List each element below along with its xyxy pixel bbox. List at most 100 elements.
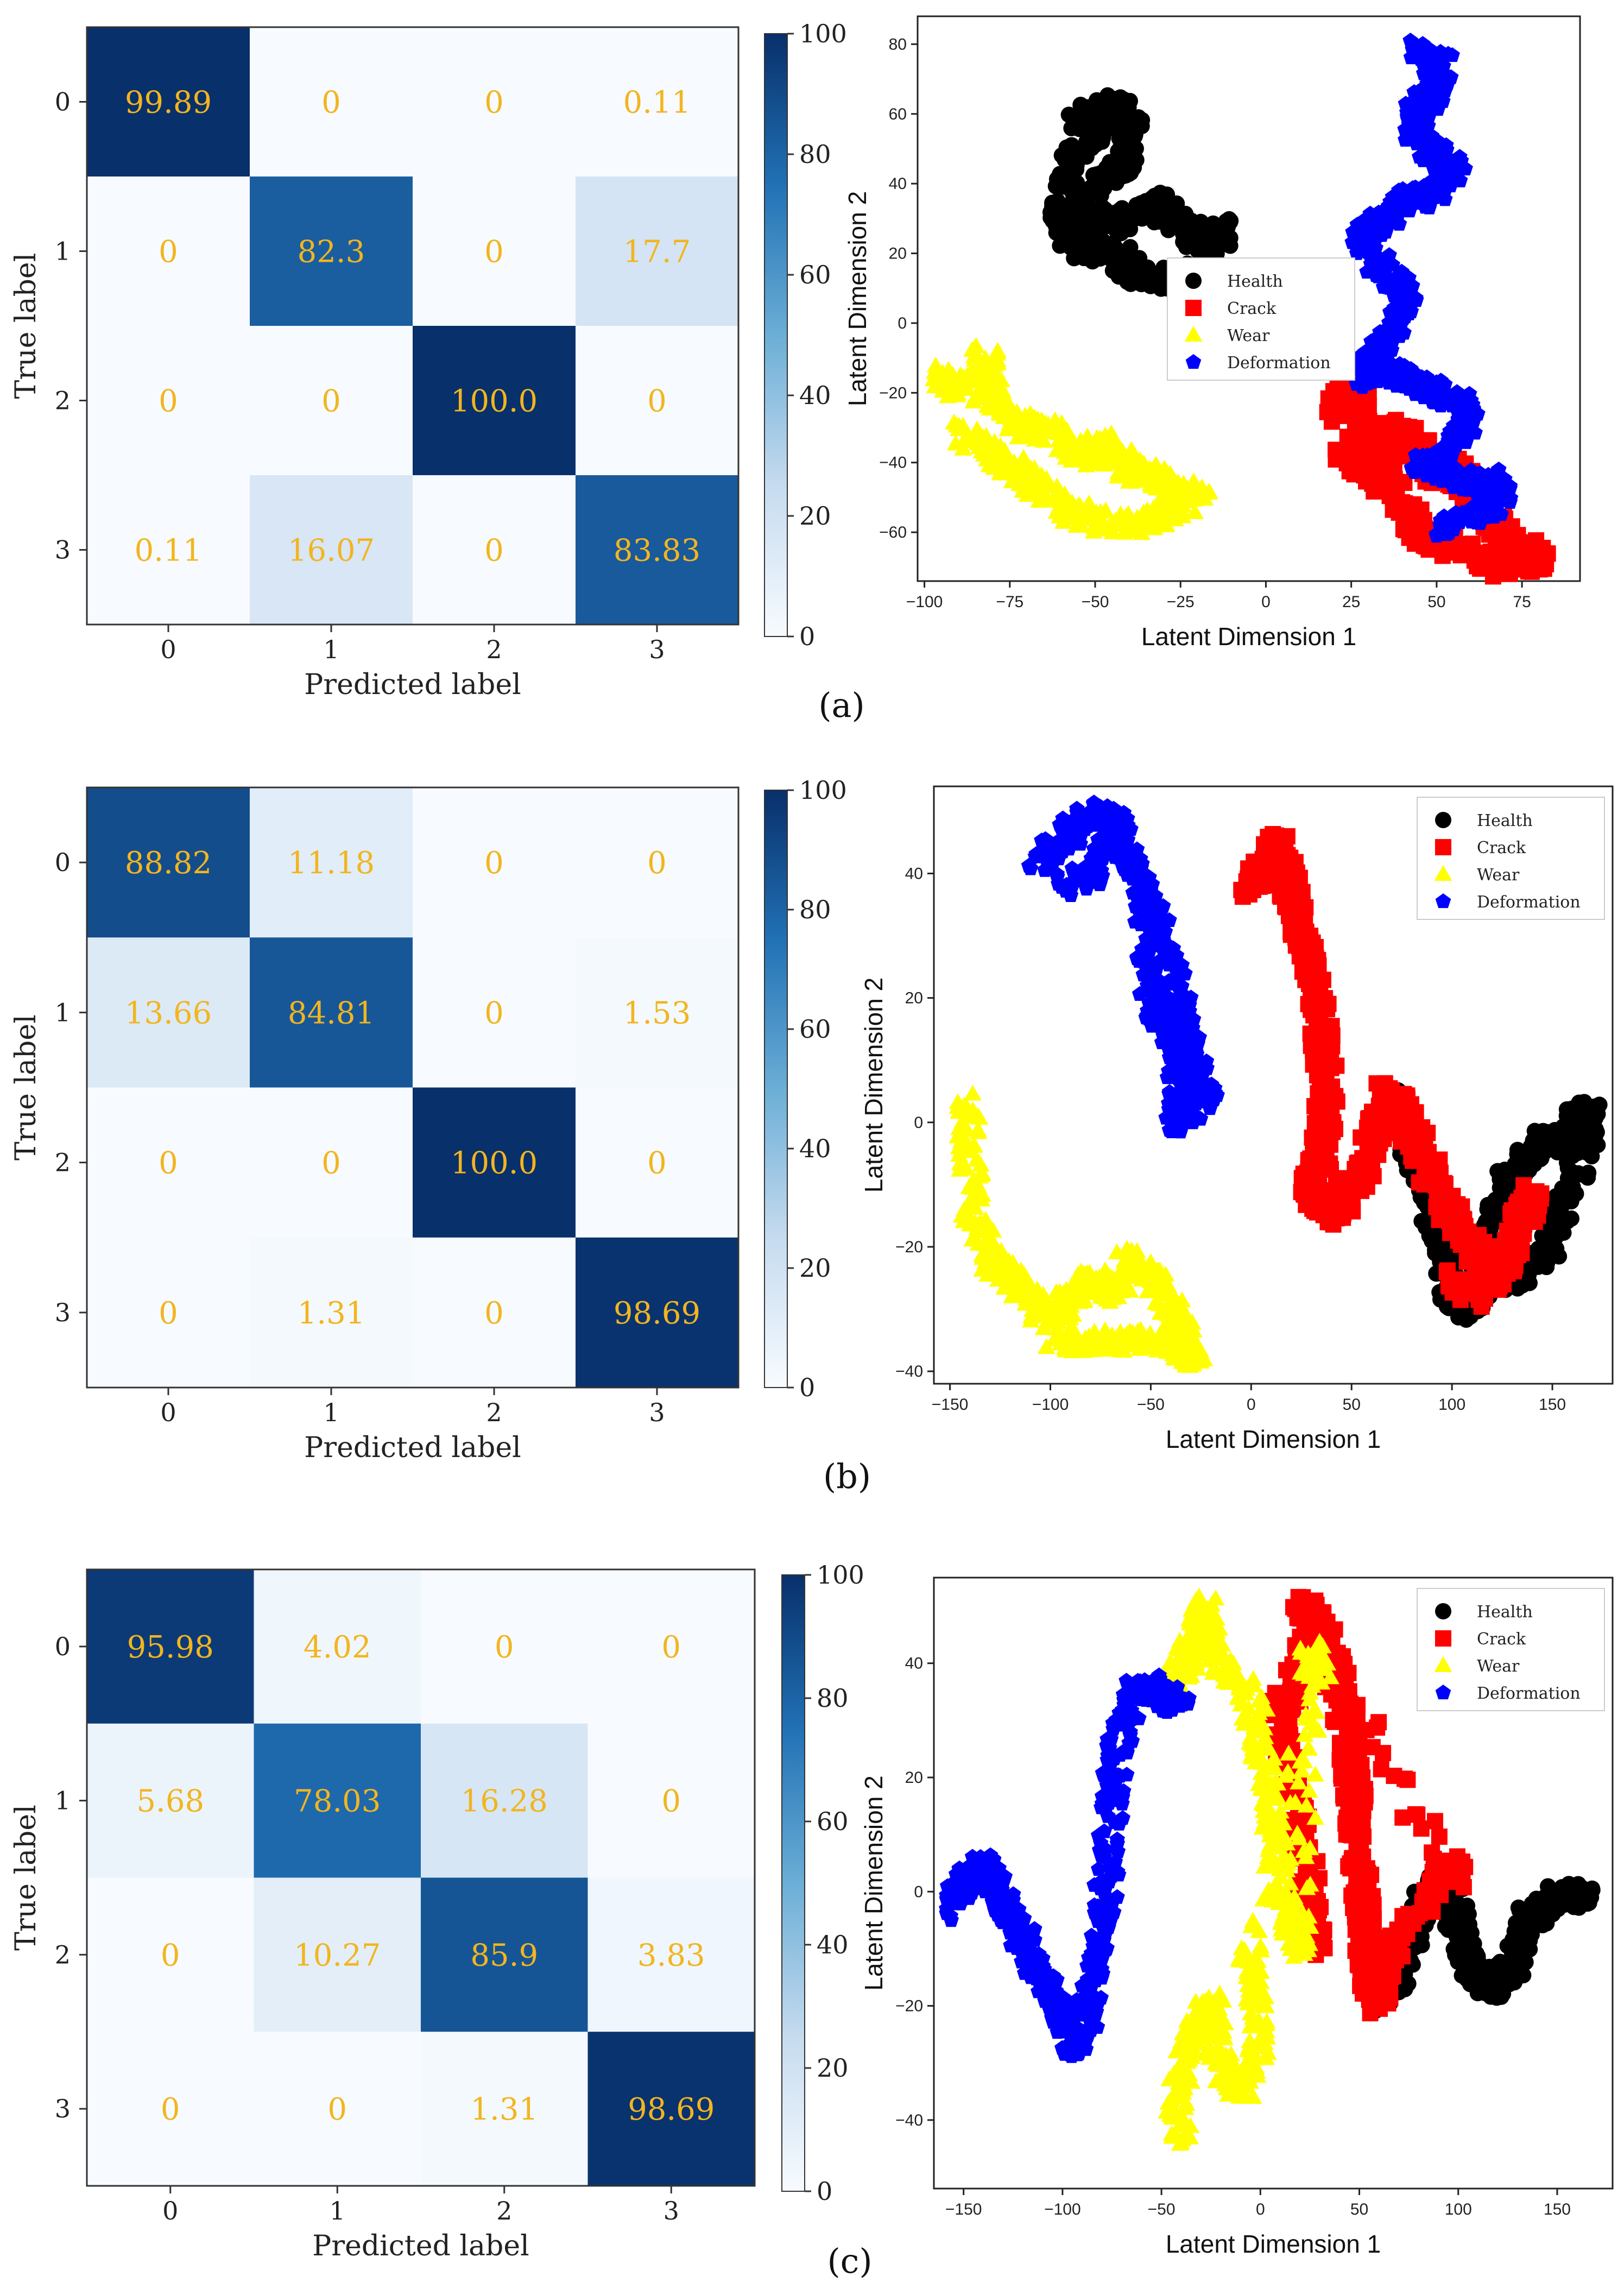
legend-label: Deformation	[1227, 354, 1331, 373]
colorbar-tick-label: 40	[799, 1134, 831, 1163]
scatter-point	[1408, 292, 1424, 307]
confusion-matrix: 99.89 0 0 0.110 82.3 0 17.70 0 100.0 00.11 16.07 0 8…	[10, 26, 740, 701]
colorbar-tick-label: 60	[799, 260, 831, 289]
cm-cell-value: 95.98	[127, 1630, 214, 1665]
scatter-x-tick-label: 50	[1343, 1396, 1361, 1414]
cm-cell-value: 3.83	[637, 1938, 705, 1973]
cm-cell	[250, 787, 413, 938]
legend-marker	[1185, 273, 1202, 289]
cm-cell-value: 78.03	[294, 1784, 381, 1819]
cm-cell-value: 0	[647, 1146, 667, 1181]
scatter-x-tick-label: −100	[906, 593, 943, 611]
scatter-y-tick-label: 20	[889, 245, 907, 263]
scatter-x-tick-label: −50	[1082, 593, 1109, 611]
cm-cell-value: 0	[159, 1146, 178, 1181]
cm-cell-value: 0	[647, 846, 667, 881]
scatter-point	[1407, 1104, 1424, 1121]
cm-cell-value: 0	[321, 384, 341, 419]
cm-cell-value: 0	[495, 1630, 514, 1665]
scatter-point	[1416, 133, 1432, 148]
scatter-point	[1455, 481, 1471, 496]
scatter-point	[987, 452, 1006, 468]
scatter-point	[1337, 450, 1354, 466]
scatter-point	[1090, 437, 1109, 453]
scatter-point	[1117, 103, 1134, 120]
scatter-x-tick-label: 25	[1342, 593, 1360, 611]
scatter-x-tick-label: 100	[1438, 1396, 1465, 1414]
cm-cell-value: 5.68	[136, 1784, 204, 1819]
scatter-x-tick-label: −25	[1167, 593, 1195, 611]
scatter-point	[950, 420, 968, 437]
cm-cell	[413, 326, 576, 476]
scatter-point	[1108, 222, 1124, 239]
legend-label: Crack	[1227, 299, 1277, 318]
scatter-point	[1145, 519, 1164, 535]
scatter-x-tick-label: 75	[1513, 593, 1531, 611]
cm-cell-value: 82.3	[298, 235, 365, 270]
cm-cell-value: 11.18	[288, 846, 375, 881]
cm-cell	[87, 1087, 250, 1238]
scatter-point	[1360, 244, 1376, 259]
scatter-point	[1382, 1089, 1399, 1106]
cm-y-tick-label: 3	[55, 2094, 71, 2123]
scatter-y-tick-label: −40	[879, 454, 907, 472]
colorbar-tick-label: 60	[799, 1014, 831, 1044]
cm-cell-value: 99.89	[125, 85, 212, 121]
scatter-point	[1057, 489, 1075, 505]
cm-cell	[87, 475, 250, 625]
scatter-point	[1037, 417, 1055, 433]
scatter-x-tick-label: 150	[1539, 1396, 1566, 1414]
legend-marker	[1435, 839, 1451, 855]
cm-x-tick-label: 2	[486, 635, 502, 664]
cm-cell	[576, 475, 739, 625]
scatter-y-tick-label: −60	[879, 524, 907, 541]
scatter-point	[977, 427, 995, 443]
colorbar-tick-label: 80	[817, 1684, 849, 1713]
scatter-point	[1085, 518, 1103, 534]
cm-x-tick-label: 3	[649, 635, 665, 664]
scatter-y-tick-label: 20	[905, 989, 923, 1007]
scatter-point	[1179, 487, 1198, 503]
scatter-point	[1420, 118, 1436, 133]
cm-y-tick-label: 1	[55, 1786, 71, 1815]
cm-cell-value: 0	[159, 235, 178, 270]
scatter-point	[1523, 563, 1540, 580]
scatter-point	[1405, 278, 1420, 293]
cm-cell-value: 0	[484, 846, 504, 881]
scatter-point	[1392, 190, 1408, 205]
cm-cell-value: 4.02	[304, 1630, 371, 1665]
scatter-x-tick-label: −100	[1032, 1396, 1069, 1414]
scatter-x-axis-title: Latent Dimension 1	[1166, 1425, 1381, 1453]
cm-cell	[413, 475, 576, 625]
scatter-point	[949, 384, 967, 401]
scatter-point	[969, 348, 988, 364]
scatter-point	[1066, 509, 1084, 525]
series-health	[1042, 87, 1239, 297]
scatter-y-tick-label: 40	[905, 865, 923, 882]
scatter-point	[1097, 93, 1114, 110]
cm-cell-value: 85.9	[470, 1938, 538, 1973]
cm-cell	[576, 787, 739, 938]
scatter-y-tick-label: −20	[895, 1238, 923, 1256]
scatter-point	[1003, 472, 1021, 488]
colorbar-tick-label: 100	[799, 775, 847, 805]
cm-x-tick-label: 0	[160, 635, 176, 664]
scatter-point	[1154, 278, 1171, 295]
cm-cell-value: 98.69	[614, 1296, 700, 1331]
colorbar-tick-label: 0	[799, 622, 815, 651]
cm-y-tick-label: 2	[55, 1148, 71, 1177]
panel-label: (a)	[818, 685, 864, 725]
scatter-point	[1482, 1241, 1499, 1258]
colorbar-gradient	[764, 33, 788, 637]
cm-cell-value: 1.31	[470, 2092, 538, 2127]
cm-y-tick-label: 3	[55, 1298, 71, 1327]
scatter-point	[1454, 465, 1469, 481]
scatter-point	[1510, 1228, 1527, 1245]
scatter-point	[1403, 361, 1419, 376]
scatter-point	[1199, 483, 1217, 500]
scatter-point	[1323, 1098, 1340, 1115]
cm-cell	[413, 787, 576, 938]
scatter-point	[1120, 521, 1138, 538]
cm-x-axis-title: Predicted label	[304, 1432, 521, 1464]
